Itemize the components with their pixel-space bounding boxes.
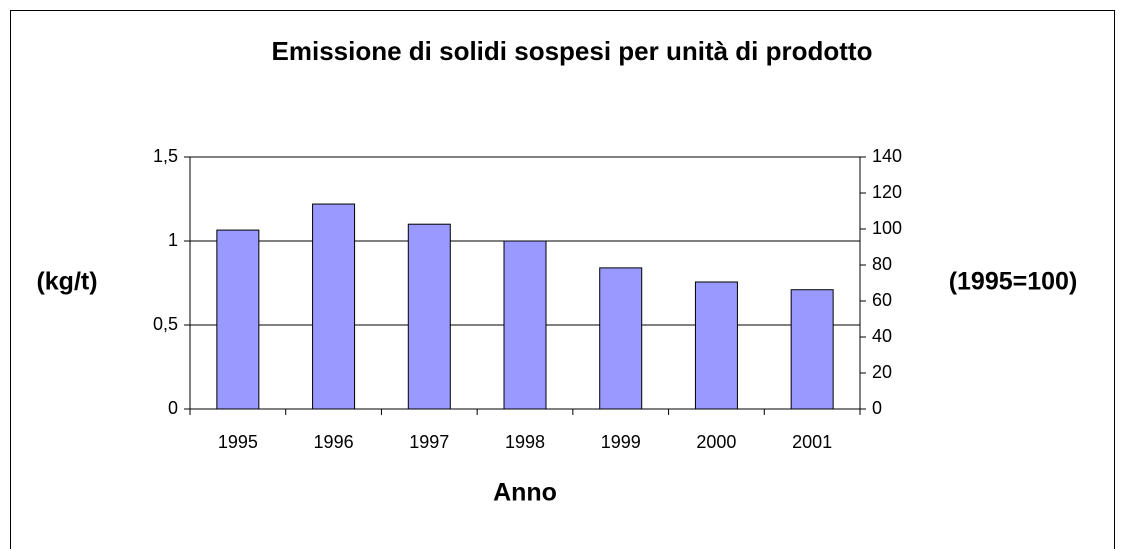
y2-tick-label: 20 (872, 362, 892, 382)
bar (407, 223, 451, 410)
y2-tick-label: 100 (872, 218, 902, 238)
bar (694, 281, 738, 410)
y-tick-label: 0 (168, 398, 178, 418)
bar (599, 267, 643, 410)
y2-tick-label: 120 (872, 182, 902, 202)
x-tick-label: 1996 (314, 432, 354, 452)
bar (503, 240, 547, 410)
chart-title: Emissione di solidi sospesi per unità di… (272, 36, 873, 66)
y2-tick-label: 60 (872, 290, 892, 310)
y2-tick-label: 140 (872, 146, 902, 166)
y-tick-label: 1 (168, 230, 178, 250)
y-tick-label: 1,5 (153, 146, 178, 166)
y-axis-title: (kg/t) (36, 268, 97, 296)
y2-tick-label: 0 (872, 398, 882, 418)
y2-axis-title: (1995=100) (949, 268, 1078, 296)
x-tick-label: 2001 (792, 432, 832, 452)
bar (790, 289, 834, 410)
y2-tick-label: 40 (872, 326, 892, 346)
y-tick-label: 0,5 (153, 314, 178, 334)
x-axis-title: Anno (493, 479, 557, 507)
x-tick-label: 1998 (505, 432, 545, 452)
x-tick-label: 1995 (218, 432, 258, 452)
x-tick-label: 2000 (696, 432, 736, 452)
y2-tick-label: 80 (872, 254, 892, 274)
bar (216, 229, 260, 410)
frame (10, 10, 1115, 549)
x-tick-label: 1997 (409, 432, 449, 452)
bar (312, 203, 356, 410)
x-tick-label: 1999 (601, 432, 641, 452)
